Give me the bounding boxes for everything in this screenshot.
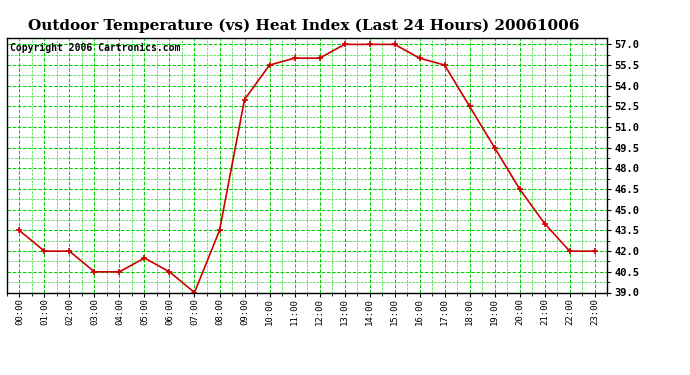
Text: Outdoor Temperature (vs) Heat Index (Last 24 Hours) 20061006: Outdoor Temperature (vs) Heat Index (Las… xyxy=(28,19,580,33)
Text: Copyright 2006 Cartronics.com: Copyright 2006 Cartronics.com xyxy=(10,43,180,52)
